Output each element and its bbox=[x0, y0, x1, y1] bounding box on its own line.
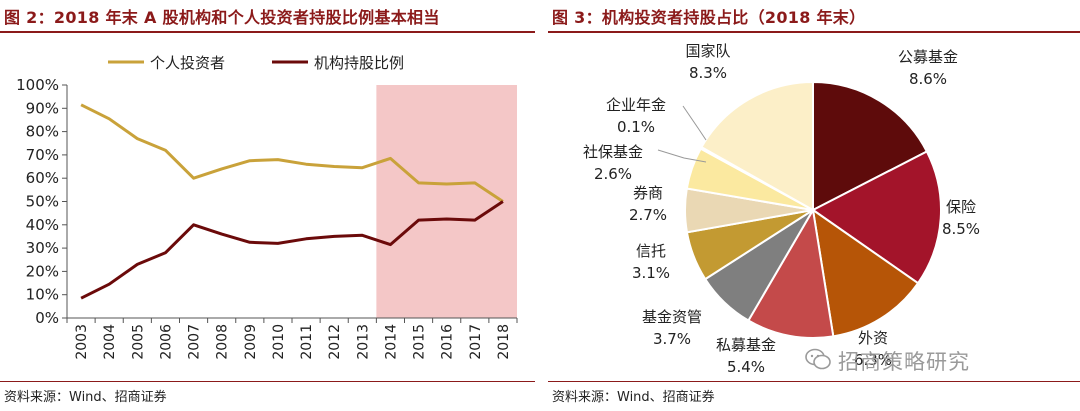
x-tick-label: 2012 bbox=[327, 324, 343, 360]
legend-label-2: 机构持股比例 bbox=[314, 54, 404, 72]
slice-value-label: 2.6% bbox=[594, 165, 632, 183]
pie-slice bbox=[747, 207, 835, 339]
slice-label: 公募基金 bbox=[898, 48, 958, 66]
slice-label: 外资 bbox=[858, 329, 888, 347]
slice-value-label: 0.1% bbox=[617, 118, 655, 136]
y-tick-label: 80% bbox=[26, 123, 59, 141]
y-tick-label: 10% bbox=[26, 286, 59, 304]
x-tick-label: 2010 bbox=[271, 324, 287, 360]
line-chart-title: 图 2：2018 年末 A 股机构和个人投资者持股比例基本相当 bbox=[4, 8, 440, 27]
slice-value-label: 8.3% bbox=[689, 64, 727, 82]
highlight-band bbox=[376, 85, 517, 318]
slice-value-label: 2.7% bbox=[629, 206, 667, 224]
source-rule bbox=[0, 381, 535, 382]
y-tick-label: 60% bbox=[26, 169, 59, 187]
slice-value-label: 5.4% bbox=[727, 358, 765, 376]
pie-chart-panel: 图 3：机构投资者持股占比（2018 年末） 公募基金 8.6% 保险 8.5% 外资 6… bbox=[548, 0, 1080, 411]
slice-label: 私募基金 bbox=[716, 336, 776, 354]
series-line-1 bbox=[80, 103, 504, 203]
pie-slice bbox=[812, 80, 929, 212]
y-tick-label: 40% bbox=[26, 216, 59, 234]
x-tick-label: 2007 bbox=[187, 324, 203, 360]
pie-chart-source: 资料来源：Wind、招商证券 bbox=[552, 390, 715, 405]
legend-label-1: 个人投资者 bbox=[150, 54, 225, 72]
line-chart: 0% 10% 20% 30% 40% 50% 60% 70% 80% 90% 100% 2003 200… bbox=[16, 54, 518, 360]
title-rule bbox=[548, 31, 1080, 33]
series-line-2 bbox=[80, 200, 504, 300]
slice-value-label: 8.5% bbox=[942, 220, 980, 238]
x-tick-label: 2014 bbox=[383, 324, 399, 360]
y-tick-label: 100% bbox=[16, 76, 59, 94]
slice-value-label: 8.6% bbox=[909, 70, 947, 88]
watermark-text: 招商策略研究 bbox=[838, 350, 970, 374]
slice-value-label: 3.1% bbox=[632, 264, 670, 282]
slice-label: 国家队 bbox=[685, 42, 730, 60]
leader-line bbox=[657, 149, 707, 163]
x-tick-label: 2004 bbox=[102, 324, 118, 360]
slice-label: 社保基金 bbox=[583, 143, 643, 161]
pie-slice bbox=[700, 80, 814, 212]
pie-chart: 公募基金 8.6% 保险 8.5% 外资 6.3% 私募基金 5.4% 基金资管 3.7% 信托 3.… bbox=[583, 42, 980, 376]
source-rule bbox=[548, 381, 1080, 382]
x-tick-label: 2016 bbox=[440, 324, 456, 360]
slice-label: 券商 bbox=[633, 184, 663, 202]
y-tick-label: 0% bbox=[35, 309, 59, 327]
x-tick-label: 2009 bbox=[243, 324, 259, 360]
y-tick-label: 30% bbox=[26, 239, 59, 257]
title-rule bbox=[0, 31, 535, 33]
leader-line bbox=[682, 105, 707, 141]
x-tick-label: 2017 bbox=[468, 324, 484, 360]
line-chart-panel: 图 2：2018 年末 A 股机构和个人投资者持股比例基本相当 0% 10% 20%… bbox=[0, 0, 535, 411]
x-tick-label: 2006 bbox=[158, 324, 174, 360]
slice-value-label: 6.3% bbox=[854, 351, 892, 369]
pie-chart-title: 图 3：机构投资者持股占比（2018 年末） bbox=[552, 8, 866, 27]
x-tick-label: 2018 bbox=[496, 324, 512, 360]
slice-label: 企业年金 bbox=[606, 96, 666, 114]
slice-label: 保险 bbox=[946, 198, 976, 216]
slice-label: 基金资管 bbox=[642, 308, 702, 326]
pie-slice bbox=[811, 150, 942, 285]
wechat-icon bbox=[805, 348, 831, 370]
slice-value-label: 3.7% bbox=[653, 330, 691, 348]
y-tick-label: 70% bbox=[26, 146, 59, 164]
x-tick-label: 2005 bbox=[130, 324, 146, 360]
x-tick-label: 2008 bbox=[215, 324, 231, 360]
x-tick-label: 2003 bbox=[74, 324, 90, 360]
pie-slice bbox=[811, 207, 920, 338]
y-tick-label: 20% bbox=[26, 262, 59, 280]
x-tick-label: 2013 bbox=[355, 324, 371, 360]
line-chart-source: 资料来源：Wind、招商证券 bbox=[4, 390, 167, 405]
y-tick-label: 90% bbox=[26, 99, 59, 117]
x-tick-label: 2015 bbox=[412, 324, 428, 360]
slice-label: 信托 bbox=[636, 242, 666, 260]
x-tick-label: 2011 bbox=[299, 324, 315, 360]
y-tick-label: 50% bbox=[26, 193, 59, 211]
